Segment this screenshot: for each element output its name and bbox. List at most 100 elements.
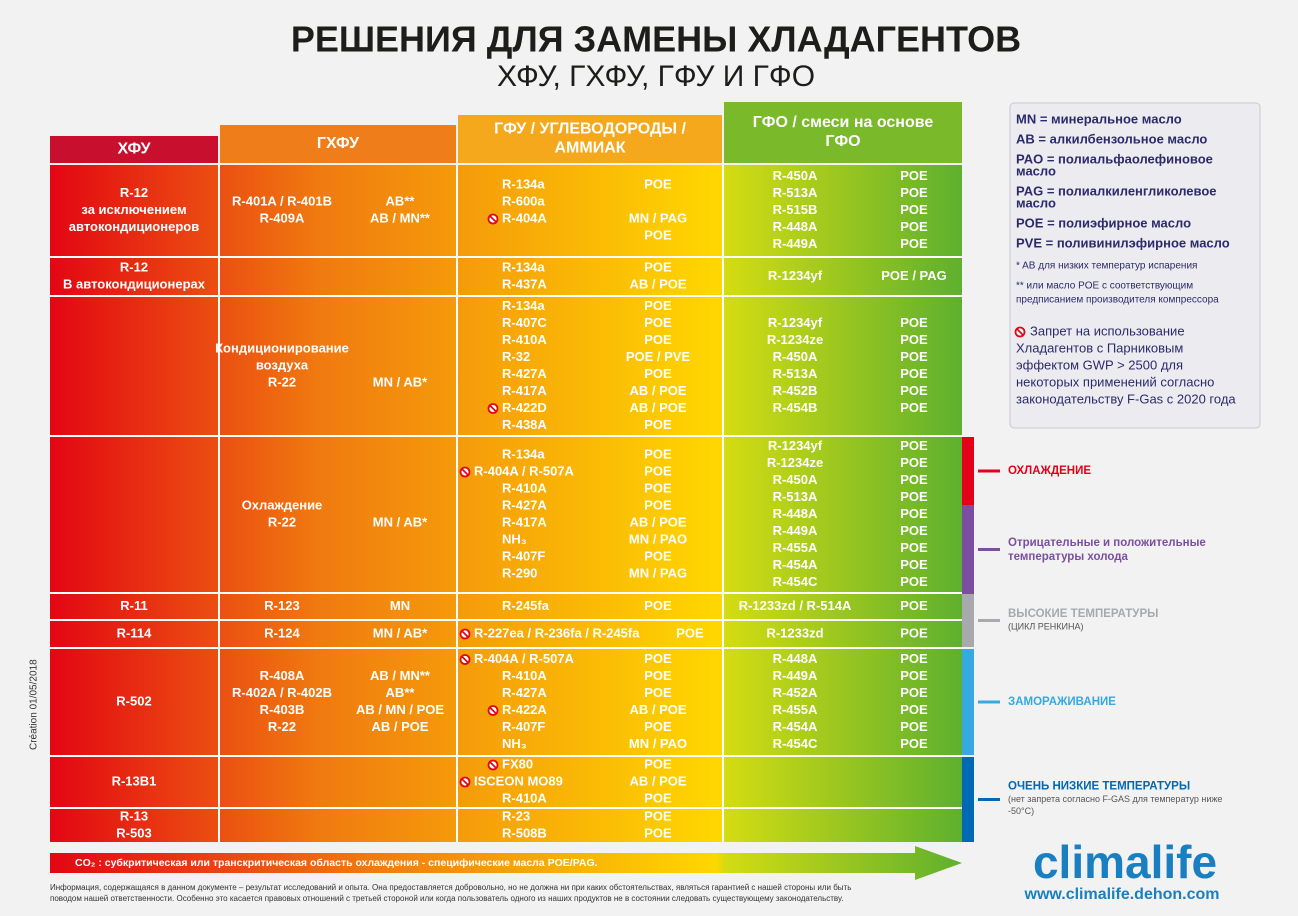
- hfo-oil: POE: [900, 598, 928, 613]
- hcfc-oil: AB**: [386, 685, 416, 700]
- hcfc-name: Кондиционирование: [215, 340, 349, 355]
- hcfc-oil: AB / MN**: [370, 668, 431, 683]
- hcfc-name: R-124: [264, 625, 300, 640]
- application-label: Отрицательные и положительные: [1008, 537, 1206, 549]
- hfo-name: R-455A: [773, 702, 818, 717]
- hfc-oil: POE: [644, 719, 672, 734]
- application-label: ОХЛАЖДЕНИЕ: [1008, 465, 1091, 477]
- hfo-name: R-1234ze: [767, 455, 823, 470]
- hfc-oil: POE / PVE: [626, 349, 691, 364]
- hcfc-name: R-22: [268, 374, 296, 389]
- hfc-name: R-134a: [502, 259, 545, 274]
- ban-icon-bar: [461, 630, 469, 638]
- hfc-oil: AB / POE: [629, 383, 686, 398]
- hfo-oil: POE: [900, 455, 928, 470]
- creation-date: Création 01/05/2018: [29, 659, 40, 750]
- ban-icon-bar: [461, 655, 469, 664]
- hfc-oil: POE: [644, 808, 672, 823]
- ban-note: Хладагентов с Парниковым: [1016, 340, 1183, 355]
- hfo-oil: POE: [900, 557, 928, 572]
- content: ХФУ ГХФУ ГФУ / УГЛЕВОДОРОДЫ / АММИАК ГФО / с…: [50, 102, 1236, 903]
- application-bar: [962, 649, 974, 755]
- hfc-name: R-410A: [502, 668, 547, 683]
- hcfc-name: R-403B: [260, 702, 305, 717]
- hfo-name: R-513A: [773, 366, 818, 381]
- ban-icon-bar: [461, 468, 469, 476]
- hfo-name: R-1234ze: [767, 332, 823, 347]
- hfo-oil: POE: [900, 472, 928, 487]
- hfo-name: R-449A: [773, 668, 818, 683]
- ban-icon-bar: [489, 706, 497, 715]
- hfc-name: R-422D: [502, 400, 547, 415]
- hfc-oil: POE: [644, 366, 672, 381]
- column-header: [724, 102, 962, 163]
- hfc-name: R-134a: [502, 176, 545, 191]
- column-header-text: ГФО: [825, 133, 860, 150]
- column-header: [220, 125, 456, 163]
- legend-note: * AB для низких температур испарения: [1016, 261, 1197, 272]
- application-sublabel: (нет запрета согласно F-GAS для температ…: [1008, 794, 1222, 804]
- column-header-text: ГФО / смеси на основе: [753, 114, 934, 131]
- hcfc-oil: AB**: [386, 193, 416, 208]
- hfc-oil: POE: [644, 176, 672, 191]
- logo-url: www.climalife.dehon.com: [1024, 886, 1220, 903]
- hfo-oil: POE: [900, 651, 928, 666]
- hcfc-name: R-22: [268, 514, 296, 529]
- row-divider: [50, 256, 962, 258]
- cfc-name: R-502: [116, 693, 151, 708]
- row-divider: [50, 755, 962, 757]
- hfc-name: R-134a: [502, 446, 545, 461]
- hfo-name: R-449A: [773, 523, 818, 538]
- row-divider: [50, 619, 962, 621]
- hfo-oil: POE: [900, 736, 928, 751]
- hfc-oil: POE: [644, 668, 672, 683]
- hfc-name: R-417A: [502, 383, 547, 398]
- hfc-name: R-600a: [502, 193, 545, 208]
- hfc-oil: AB / POE: [629, 400, 686, 415]
- ban-icon-bar: [1016, 328, 1024, 336]
- hfc-name: NH₃: [502, 736, 527, 751]
- hcfc-oil: MN / AB*: [373, 374, 428, 389]
- column-divider: [722, 165, 724, 842]
- legend-item: MN = минеральное масло: [1016, 111, 1182, 126]
- hfo-oil: POE: [900, 625, 928, 640]
- hfc-oil: AB / POE: [629, 514, 686, 529]
- hfo-oil: POE: [900, 702, 928, 717]
- hfo-name: R-449A: [773, 236, 818, 251]
- hcfc-name: Охлаждение: [242, 497, 323, 512]
- ban-icon-bar: [461, 778, 469, 786]
- column-header-text: ГФУ / УГЛЕВОДОРОДЫ /: [494, 121, 686, 138]
- application-sublabel: (ЦИКЛ РЕНКИНА): [1008, 621, 1084, 631]
- legend-item: POE = полиэфирное масло: [1016, 215, 1191, 230]
- hfc-name: R-427A: [502, 685, 547, 700]
- hcfc-oil: AB / MN / POE: [356, 702, 444, 717]
- hfo-name: R-454C: [773, 574, 818, 589]
- hfc-name: R-32: [502, 349, 530, 364]
- hfc-oil: MN / PAO: [629, 736, 687, 751]
- cfc-name: автокондиционеров: [69, 219, 199, 234]
- application-bar: [962, 594, 974, 647]
- hfc-oil: POE: [644, 227, 672, 242]
- hcfc-oil: MN / AB*: [373, 514, 428, 529]
- hfc-name: R-410A: [502, 790, 547, 805]
- hfo-oil: POE: [900, 523, 928, 538]
- hcfc-name: R-123: [264, 598, 299, 613]
- hcfc-oil: AB / MN**: [370, 210, 431, 225]
- column-divider: [456, 165, 458, 842]
- hfc-name: R-427A: [502, 497, 547, 512]
- hfo-name: R-448A: [773, 219, 818, 234]
- hfo-name: R-1234yf: [768, 315, 823, 330]
- hfc-oil: POE: [644, 790, 672, 805]
- hfo-name: R-452B: [773, 383, 818, 398]
- hfc-oil: POE: [644, 480, 672, 495]
- hfo-name: R-1234yf: [768, 438, 823, 453]
- hfc-oil: POE: [644, 417, 672, 432]
- hfc-name: R-404A / R-507A: [474, 651, 575, 666]
- hfo-name: R-448A: [773, 506, 818, 521]
- hfo-name: R-513A: [773, 185, 818, 200]
- hfo-name: R-450A: [773, 168, 818, 183]
- hfc-name: R-290: [502, 565, 537, 580]
- column-header-text: АММИАК: [554, 140, 625, 157]
- hfo-name: R-448A: [773, 651, 818, 666]
